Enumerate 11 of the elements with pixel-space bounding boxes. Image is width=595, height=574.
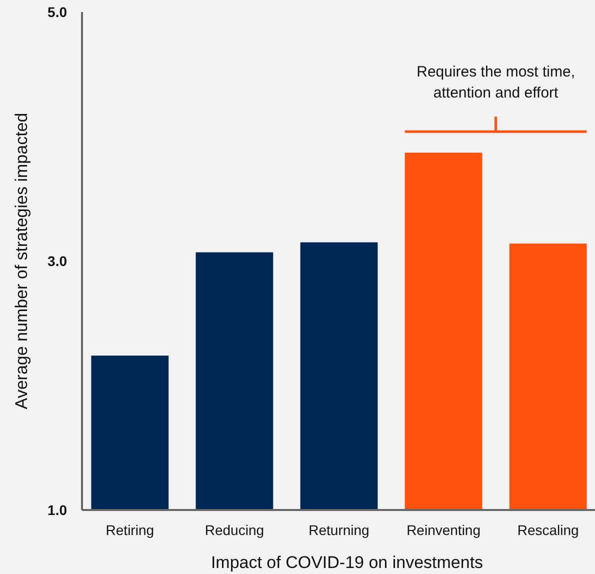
y-axis-title: Average number of strategies impacted [12,112,31,410]
y-tick-label: 3.0 [48,253,68,269]
x-tick-label: Returning [308,522,370,538]
annotation: Requires the most time, attention and effort [416,64,576,102]
y-tick-label: 5.0 [48,4,68,20]
x-tick-label: Reducing [204,522,264,538]
x-tick-label: Reinventing [406,522,481,538]
x-axis-title: Impact of COVID-19 on investments [210,553,484,572]
y-tick-label: 1.0 [48,502,68,518]
x-tick-label: Rescaling [517,522,579,538]
x-tick-label: Retiring [106,522,154,538]
